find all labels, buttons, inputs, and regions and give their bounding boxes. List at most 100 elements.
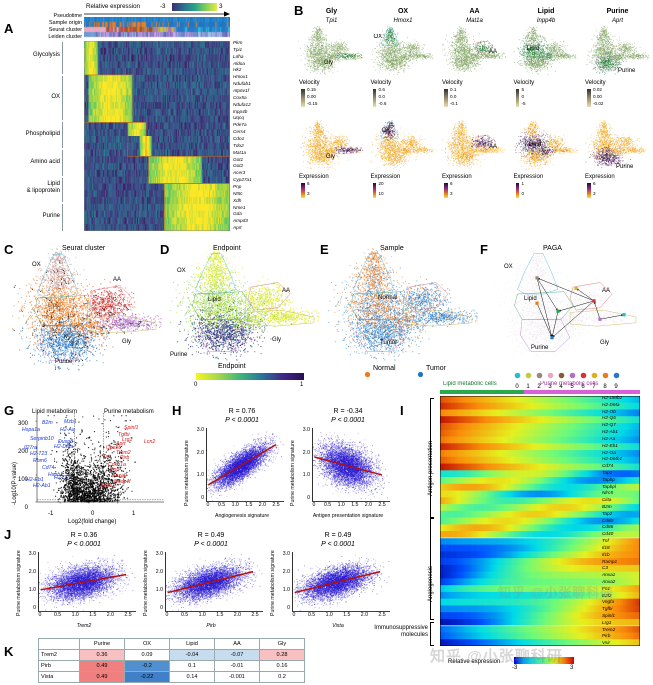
panel-j-xtick-2-2: 1.0	[325, 612, 333, 618]
panel-b-velocity-tick2-2: -0.1	[450, 101, 458, 106]
panel-h-ytick-0-0: 0	[201, 495, 204, 501]
panel-h-container: R = 0.76 P < 0.0001 Purine metabolism sign…	[182, 406, 392, 524]
panel-b-callout-top-4: Purine	[618, 68, 636, 74]
panel-k-col-4: AA	[214, 638, 260, 650]
panel-j-ytick-2-2: 2.0	[282, 569, 290, 575]
panel-j-ytick-1-2: 2.0	[155, 569, 163, 575]
panel-j-r-2: R = 0.49	[324, 532, 352, 539]
panel-h-xtick-0-2: 1.0	[231, 502, 239, 508]
panel-g-xtick-neg1: -1	[48, 511, 54, 517]
table-row: Trem2 0.36 0.09 -0.04 -0.07 0.28	[38, 649, 305, 661]
panel-j-plot-1: R = 0.49 P < 0.0001 Purine metabolism sign…	[141, 530, 265, 634]
panel-b-gene-0: Tpi1	[325, 18, 338, 24]
panel-i-bar-purine-label: Purine metabolic cells	[540, 381, 599, 387]
panel-k-col-5: Gly	[259, 638, 305, 650]
panel-j-p-1: P < 0.0001	[194, 541, 228, 548]
panel-j-label: J	[4, 527, 12, 542]
panel-g-right-gene-13: Anxa1	[100, 483, 115, 489]
panel-g-ytick-0: 0	[24, 505, 28, 511]
panel-b-velocity-bar-0	[301, 89, 305, 107]
panel-i-gene-23: Il1b	[602, 551, 610, 557]
panel-d-anno-aa: AA	[282, 288, 291, 294]
panel-k-cell-2-0: 0.49	[79, 671, 125, 683]
panel-f-legend-dot-2	[535, 366, 543, 384]
panel-f-legend-dot-5	[568, 366, 576, 384]
panel-i-gene-28: Fn1	[602, 585, 611, 591]
panel-h-ytick-1-0: 0	[307, 495, 310, 501]
panel-b-velocity-title-4: Velocity	[585, 80, 606, 86]
panel-i-label: I	[400, 403, 404, 418]
panel-d-colorbar-min: 0	[194, 382, 198, 388]
panel-g-right-gene-6: Trem2	[116, 450, 131, 456]
panel-b-expression-umap-0	[298, 120, 363, 170]
panel-b-velocity-umap-2	[441, 26, 506, 76]
panel-b-container: Gly Tpi1 Velocity 0.15 0.00 -0.15 Expression 6 3…	[296, 2, 653, 234]
panel-i-gene-10: Cd74	[602, 463, 614, 469]
panel-h-ytick-0-1: 1.0	[196, 472, 204, 479]
panel-b-expression-title-1: Expression	[370, 174, 401, 180]
panel-b-velocity-tick0-1: 0.6	[378, 87, 385, 92]
panel-h-xtick-1-3: 1.5	[351, 502, 359, 508]
panel-c-umap	[12, 248, 162, 373]
panel-h-p-0: P < 0.0001	[225, 417, 259, 424]
panel-i-heatmap	[440, 396, 640, 646]
panel-g-right-gene-11: Anxa2	[112, 473, 127, 479]
panel-b-callout-bottom-1: OX	[381, 128, 391, 134]
panel-c-anno-aa: AA	[113, 277, 122, 283]
panel-a-anno-label-3: Leiden cluster	[48, 34, 82, 40]
panel-i-gene-labels: H2-DMb2 H2-DMa H2-Ob H2-Q6 H2-Q7 H2-Ab1 H2-Aa H…	[602, 395, 623, 646]
panel-c-anno-gly: Gly	[122, 339, 131, 345]
panel-b-velocity-tick0-4: 0.02	[593, 87, 602, 92]
panel-j-xtick-2-5: 2.5	[378, 612, 386, 618]
panel-i-gene-13: Tapbpl	[602, 483, 616, 489]
panel-i-gene-0: H2-DMb2	[602, 395, 623, 400]
panel-b-callout-bottom-2: AA	[489, 144, 498, 150]
panel-f-legend-label-8: 8	[603, 384, 607, 390]
panel-h-canvas-0	[206, 428, 284, 502]
panel-f-title: PAGA	[543, 245, 562, 252]
panel-h-xlabel-1: Antigen presentation signature	[312, 513, 384, 519]
panel-j-ytick-1-3: 3.0	[155, 551, 163, 557]
panel-a-gene-6: Ndufab1	[233, 81, 251, 87]
panel-i-bracket-angio	[430, 518, 434, 620]
panel-h-xtick-0-0: 0	[206, 502, 210, 508]
panel-k-cell-1-0: 0.49	[79, 660, 125, 672]
panel-g-left-gene-8: H2-T23	[30, 451, 48, 457]
panel-a-gene-0: Pkm	[233, 40, 243, 45]
panel-b-col-2: AA Mat1a Velocity 0.1 0.0 -0.1 Expression 6 3	[439, 2, 510, 234]
panel-g-right-gene-8: Pirb	[120, 455, 130, 461]
panel-b-velocity-umap-1	[369, 26, 435, 76]
panel-g-left-gene-9: Rbm6	[33, 458, 47, 464]
table-row: Pirb 0.49 -0.2 0.1 -0.01 0.16	[38, 660, 305, 672]
panel-h-ytick-1-3: 3.0	[302, 427, 310, 433]
panel-e-title: Sample	[380, 245, 404, 252]
panel-i-group-antigen: Antigen presentation	[428, 440, 434, 496]
panel-f-legend-label-1: 1	[526, 384, 530, 390]
panel-g-left-gene-7: H2-DMa	[54, 444, 74, 450]
panel-b-title-0: Gly	[325, 8, 338, 15]
panel-f-label: F	[480, 242, 488, 257]
panel-b-expr-tick1-3: 0	[521, 191, 525, 196]
panel-h-r-0: R = 0.76	[228, 408, 256, 415]
panel-b-expr-tick0-4: 6	[593, 181, 596, 186]
panel-a-gene-11: Uqcq	[233, 115, 244, 121]
panel-b-expr-tick0-2: 6	[450, 181, 453, 186]
panel-b-expr-tick0-1: 20	[378, 181, 384, 186]
panel-b-callout-bottom-0: Gly	[326, 154, 335, 160]
panel-e-legend-normal-dot	[364, 365, 371, 383]
panel-i-bar-lipid-label: Lipid metabolic cells	[443, 381, 497, 387]
panel-j-ytick-0-3: 3.0	[28, 551, 36, 557]
group-bracket-purine	[62, 204, 63, 231]
panel-d-anno-lipid: Lipid	[208, 297, 221, 303]
panel-g-right-gene-5: Ube2c	[106, 445, 121, 451]
panel-b-callout-top-3: Lipid	[526, 46, 540, 52]
panel-a-gene-7: Atp6v1f	[233, 88, 249, 94]
panel-d-colorbar	[196, 373, 304, 380]
panel-j-xtick-2-3: 1.5	[343, 612, 351, 618]
panel-b-callout-top-0: Gly	[324, 60, 333, 66]
panel-a-colorbar-min: -3	[160, 3, 166, 10]
panel-i-gene-19: Cd86	[602, 524, 614, 530]
panel-b-expression-bar-3	[515, 183, 519, 198]
panel-j-plot-0: R = 0.36 P < 0.0001 Purine metabolism sign…	[14, 530, 138, 634]
panel-f-legend-label-9: 9	[614, 384, 618, 390]
